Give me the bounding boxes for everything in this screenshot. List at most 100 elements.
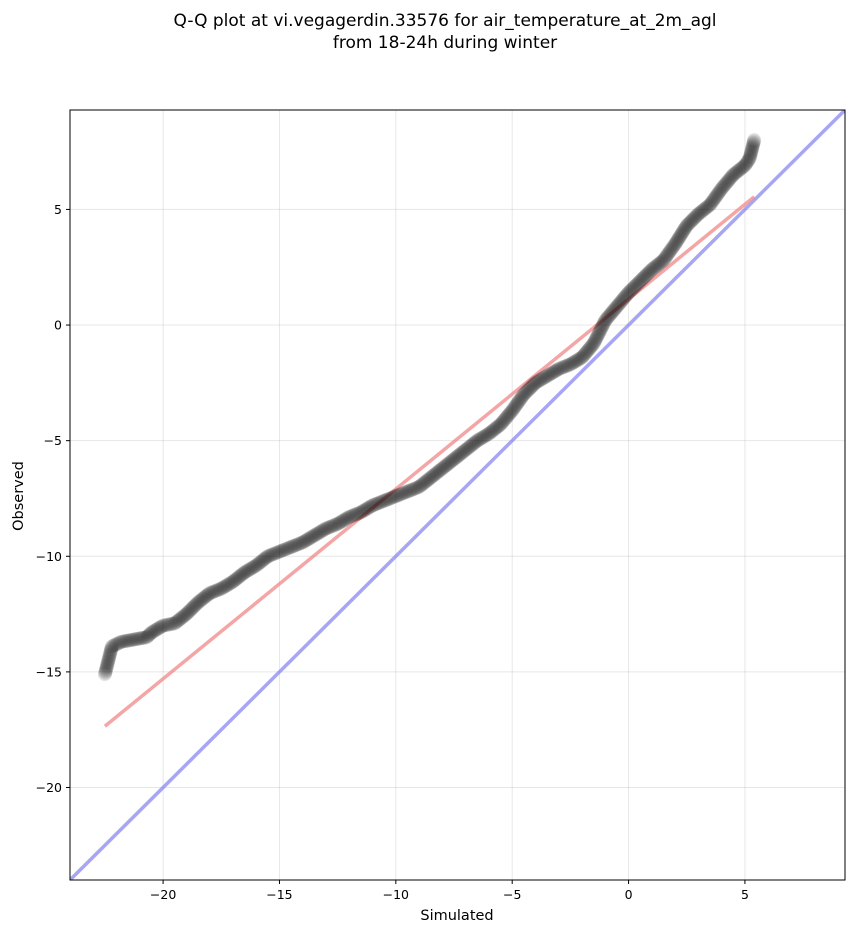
quantile-point	[522, 381, 537, 396]
quantile-point	[583, 339, 598, 354]
quantile-point	[692, 206, 707, 221]
quantile-point	[544, 366, 559, 381]
quantile-point	[251, 556, 266, 571]
quantile-point	[582, 341, 597, 356]
quantile-point	[123, 633, 138, 648]
quantile-point	[681, 216, 696, 231]
quantile-point	[176, 609, 191, 624]
quantile-point	[252, 556, 267, 571]
quantile-point	[675, 225, 690, 240]
quantile-point	[661, 246, 676, 261]
quantile-point	[464, 437, 479, 452]
quantile-point	[566, 355, 581, 370]
quantile-point	[461, 440, 476, 455]
quantile-point	[715, 180, 730, 195]
quantile-point	[432, 463, 447, 478]
quantile-point	[506, 402, 521, 417]
quantile-point	[375, 494, 390, 509]
quantile-point	[571, 352, 586, 367]
quantile-point	[441, 456, 456, 471]
quantile-point	[211, 582, 226, 597]
quantile-point	[277, 542, 292, 557]
quantile-point	[100, 657, 115, 672]
quantile-point	[559, 358, 574, 373]
quantile-point	[335, 514, 350, 529]
quantile-point	[264, 547, 279, 562]
quantile-point	[688, 209, 703, 224]
quantile-point	[234, 567, 249, 582]
quantile-point	[452, 447, 467, 462]
quantile-point	[453, 447, 468, 462]
quantile-point	[157, 618, 172, 633]
quantile-point	[104, 640, 119, 655]
quantile-point	[515, 388, 530, 403]
quantile-point	[379, 492, 394, 507]
quantile-point	[545, 365, 560, 380]
quantile-point	[516, 387, 531, 402]
quantile-point	[650, 258, 665, 273]
quantile-point	[619, 287, 634, 302]
quantile-point	[337, 512, 352, 527]
quantile-point	[563, 357, 578, 372]
quantile-point	[331, 516, 346, 531]
quantile-point	[99, 661, 114, 676]
quantile-point	[202, 586, 217, 601]
quantile-point	[448, 451, 463, 466]
quantile-point	[395, 486, 410, 501]
quantile-point	[602, 308, 617, 323]
quantile-point	[324, 519, 339, 534]
quantile-point	[512, 393, 527, 408]
x-tick-label: 0	[625, 887, 633, 902]
quantile-point	[691, 207, 706, 222]
quantile-point	[454, 446, 469, 461]
quantile-point	[248, 559, 263, 574]
quantile-point	[382, 491, 397, 506]
quantile-point	[649, 259, 664, 274]
quantile-point	[295, 535, 310, 550]
quantile-point	[102, 650, 117, 665]
quantile-point	[372, 495, 387, 510]
quantile-point	[590, 328, 605, 343]
quantile-point	[242, 562, 257, 577]
quantile-point	[303, 530, 318, 545]
quantile-point	[664, 241, 679, 256]
quantile-point	[133, 631, 148, 646]
quantile-point	[743, 146, 758, 161]
quantile-point	[720, 174, 735, 189]
quantile-point	[673, 229, 688, 244]
quantile-point	[494, 416, 509, 431]
quantile-point	[384, 490, 399, 505]
quantile-point	[487, 422, 502, 437]
quantile-point	[127, 632, 142, 647]
quantile-point	[383, 491, 398, 506]
quantile-point	[616, 292, 631, 307]
quantile-point	[253, 555, 268, 570]
quantile-point	[393, 487, 408, 502]
quantile-point	[560, 358, 575, 373]
quantile-point	[642, 264, 657, 279]
quantile-point	[321, 520, 336, 535]
quantile-point	[624, 282, 639, 297]
quantile-point	[658, 249, 673, 264]
quantile-point	[543, 366, 558, 381]
quantile-point	[161, 617, 176, 632]
quantile-point	[359, 501, 374, 516]
quantile-point	[164, 616, 179, 631]
quantile-point	[463, 438, 478, 453]
quantile-point	[591, 326, 606, 341]
quantile-point	[103, 643, 118, 658]
quantile-point	[438, 458, 453, 473]
quantile-point	[489, 420, 504, 435]
quantile-point	[140, 629, 155, 644]
quantile-point	[223, 576, 238, 591]
quantile-point	[459, 442, 474, 457]
quantile-point	[456, 444, 471, 459]
quantile-point	[682, 215, 697, 230]
quantile-point	[732, 162, 747, 177]
y-axis-ticks: −20 −15 −10 −5 0 5	[36, 202, 70, 795]
quantile-point	[131, 631, 146, 646]
quantile-point	[341, 510, 356, 525]
quantile-point	[462, 439, 477, 454]
plot-frame	[69, 109, 846, 881]
quantile-point	[528, 375, 543, 390]
